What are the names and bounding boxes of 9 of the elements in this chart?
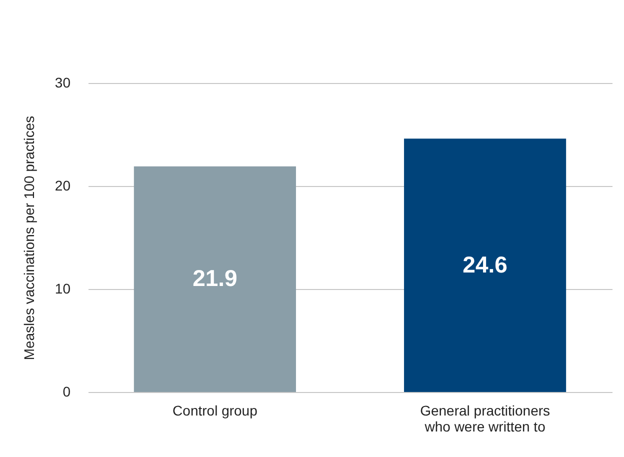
data-label: 21.9	[192, 265, 238, 292]
y-tick-label: 20	[54, 178, 71, 194]
y-tick-label: 0	[62, 384, 71, 400]
x-tick-label: General practitioners who were written to	[420, 402, 550, 434]
y-axis-title: Measles vaccinations per 100 practices	[20, 116, 37, 360]
y-tick-label: 30	[54, 74, 71, 90]
y-tick-label: 10	[54, 280, 71, 296]
data-label: 24.6	[462, 251, 508, 278]
x-tick-label: Control group	[172, 402, 258, 418]
